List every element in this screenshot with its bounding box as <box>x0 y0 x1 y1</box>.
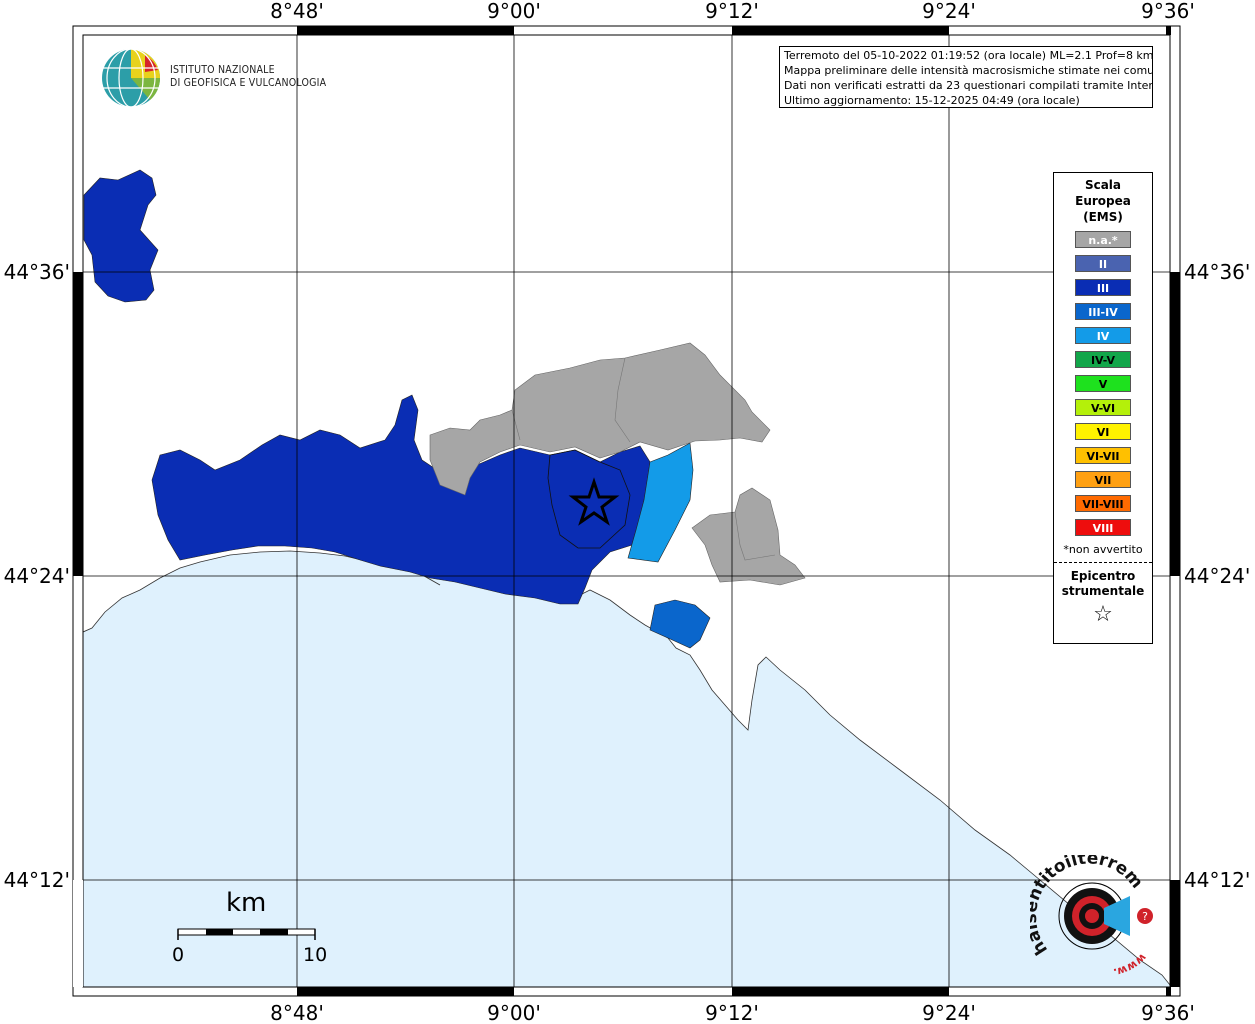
legend-epicenter-line: Epicentro <box>1070 569 1136 583</box>
scale-start-label: 0 <box>172 944 185 966</box>
lat-tick-right: 44°24' <box>1184 564 1250 588</box>
site-logo-name: haisentitoilterremoto.it <box>1030 855 1147 958</box>
event-info-line: Dati non verificati estratti da 23 quest… <box>784 79 1153 92</box>
lon-tick-top: 9°24' <box>922 0 976 23</box>
site-logo-icon: ? <box>1058 882 1153 950</box>
legend-item: II <box>1075 255 1131 272</box>
epicenter-star-icon[interactable] <box>568 477 620 526</box>
legend-item: VI-VII <box>1075 447 1131 464</box>
region-na-east <box>691 487 806 586</box>
ingv-logo-text: ISTITUTO NAZIONALE DI GEOFISICA E VULCAN… <box>170 64 326 90</box>
lon-tick-bottom: 9°00' <box>487 1001 541 1024</box>
scale-end-label: 10 <box>303 944 328 966</box>
legend-title-line: Europea <box>1075 194 1131 208</box>
legend-item: IV-V <box>1075 351 1131 368</box>
site-logo-text: haisentitoilterremoto.it www. <box>1030 855 1149 979</box>
event-info-line: Ultimo aggiornamento: 15-12-2025 04:49 (… <box>784 94 1080 107</box>
svg-text:?: ? <box>1142 910 1148 923</box>
epicenter-commune-border <box>547 449 631 549</box>
legend-separator <box>1054 562 1152 563</box>
legend-item: VIII <box>1075 519 1131 536</box>
legend-items: n.a.* II III III-IV IV IV-V V V-VI VI VI-VII VII VI… <box>1054 231 1152 536</box>
scale-bar <box>177 928 316 940</box>
legend-item: VI <box>1075 423 1131 440</box>
lat-tick-right: 44°36' <box>1184 260 1250 284</box>
lat-tick-left: 44°36' <box>4 260 70 284</box>
intensity-legend: Scala Europea (EMS) n.a.* II III III-IV IV IV… <box>1053 172 1153 644</box>
lat-tick-left: 44°24' <box>4 564 70 588</box>
lon-tick-top: 9°12' <box>705 0 759 23</box>
legend-title-line: Scala <box>1084 178 1122 192</box>
legend-item: VII-VIII <box>1075 495 1131 512</box>
lon-tick-bottom: 9°36' <box>1141 1001 1195 1024</box>
event-info-box: Terremoto del 05-10-2022 01:19:52 (ora l… <box>779 46 1153 108</box>
lon-tick-bottom: 9°12' <box>705 1001 759 1024</box>
legend-item: VII <box>1075 471 1131 488</box>
graticule <box>83 35 1170 987</box>
event-info-line: Mappa preliminare delle intensità macros… <box>784 64 1153 77</box>
tick-labels: 8°48' 9°00' 9°12' 9°24' 9°36' 8°48' 9°00… <box>4 0 1251 1024</box>
legend-item: V <box>1075 375 1131 392</box>
region-na-east-borders <box>734 511 776 561</box>
legend-item: n.a.* <box>1075 231 1131 248</box>
site-logo-prefix: www. <box>1112 951 1149 979</box>
legend-title-line: (EMS) <box>1083 210 1123 224</box>
legend-item: V-VI <box>1075 399 1131 416</box>
region-iv <box>627 442 694 563</box>
ingv-logo-line: ISTITUTO NAZIONALE <box>170 64 275 76</box>
legend-item: III <box>1075 279 1131 296</box>
lat-tick-right: 44°12' <box>1184 868 1250 892</box>
legend-title: Scala Europea (EMS) <box>1054 177 1152 225</box>
lon-tick-top: 9°00' <box>487 0 541 23</box>
legend-note: *non avvertito <box>1063 543 1143 556</box>
scale-unit-label: km <box>226 888 267 918</box>
legend-star-icon: ☆ <box>1093 602 1113 627</box>
lon-tick-bottom: 9°24' <box>922 1001 976 1024</box>
legend-epicenter-line: strumentale <box>1061 584 1145 598</box>
legend-item: IV <box>1075 327 1131 344</box>
lat-tick-left: 44°12' <box>4 868 70 892</box>
region-na-north-borders <box>511 357 631 443</box>
svg-text:www.: www. <box>1112 951 1149 979</box>
map-frame <box>72 25 1181 997</box>
legend-item: III-IV <box>1075 303 1131 320</box>
ingv-globe-icon <box>102 48 161 108</box>
lon-tick-bottom: 8°48' <box>270 1001 324 1024</box>
event-info-line: Terremoto del 05-10-2022 01:19:52 (ora l… <box>784 49 1153 62</box>
lon-tick-top: 9°36' <box>1141 0 1195 23</box>
legend-epicenter-label: Epicentro strumentale <box>1054 569 1152 599</box>
ingv-logo-line: DI GEOFISICA E VULCANOLOGIA <box>170 77 327 89</box>
region-iii-iv <box>649 599 711 649</box>
region-na-north <box>429 342 771 496</box>
svg-text:haisentitoilterremoto.it: haisentitoilterremoto.it <box>1030 855 1147 958</box>
region-iii-northwest <box>83 169 159 303</box>
lon-tick-top: 8°48' <box>270 0 324 23</box>
